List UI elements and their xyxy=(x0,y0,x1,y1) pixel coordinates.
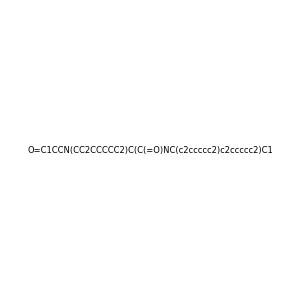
Text: O=C1CCN(CC2CCCCC2)C(C(=O)NC(c2ccccc2)c2ccccc2)C1: O=C1CCN(CC2CCCCC2)C(C(=O)NC(c2ccccc2)c2c… xyxy=(27,146,273,154)
